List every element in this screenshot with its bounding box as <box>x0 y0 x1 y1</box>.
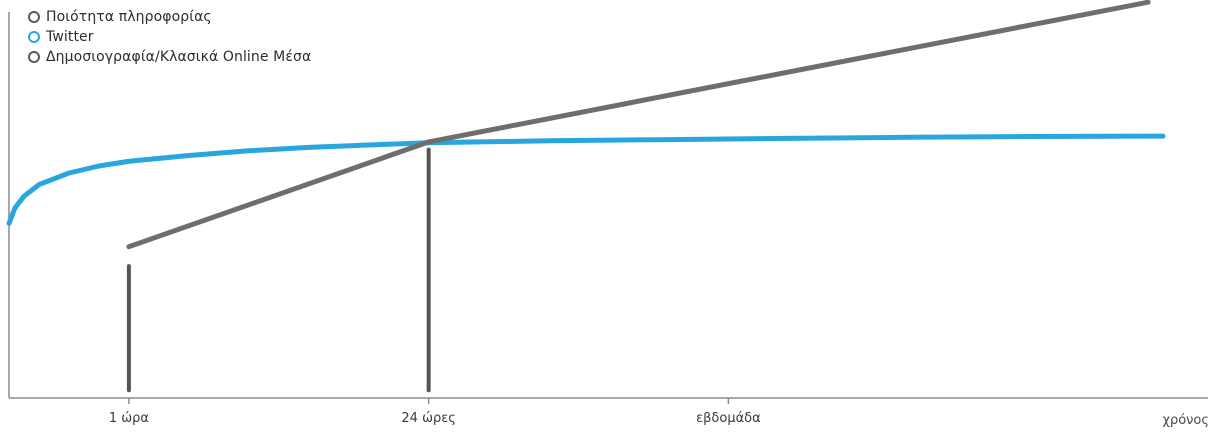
x-tick-label: εβδομάδα <box>696 411 761 426</box>
legend-label-quality: Ποιότητα πληροφορίας <box>46 9 212 25</box>
legend-item-quality: Ποιότητα πληροφορίας <box>28 7 311 27</box>
series-line-twitter <box>6 133 1166 226</box>
legend-label-journalism: Δημοσιογραφία/Κλασικά Online Μέσα <box>46 49 312 65</box>
series-line-journalism <box>126 0 1151 250</box>
legend-label-twitter: Twitter <box>46 29 94 45</box>
x-ticks: 1 ώρα 24 ώρες εβδομάδα <box>109 398 761 426</box>
legend-marker-journalism <box>28 51 40 63</box>
legend-item-journalism: Δημοσιογραφία/Κλασικά Online Μέσα <box>28 47 311 67</box>
x-tick-label: 24 ώρες <box>401 411 455 426</box>
legend-marker-twitter <box>28 31 40 43</box>
series-lines <box>6 0 1166 250</box>
x-tick-label: 1 ώρα <box>109 411 149 426</box>
legend-item-twitter: Twitter <box>28 27 311 47</box>
reference-lines <box>126 147 431 393</box>
legend-marker-quality <box>28 11 40 23</box>
x-axis-label: χρόνος <box>1162 413 1209 428</box>
chart-legend: Ποιότητα πληροφορίας Twitter Δημοσιογραφ… <box>28 7 311 67</box>
